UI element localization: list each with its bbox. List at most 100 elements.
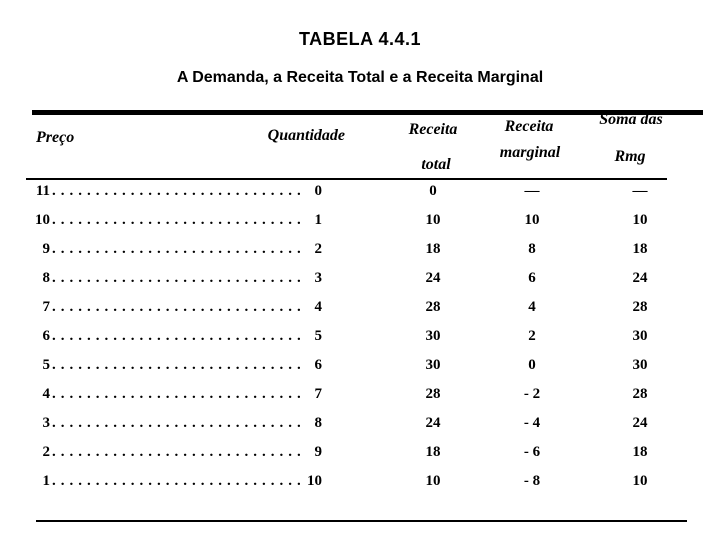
column-header-soma-das-line2: Rmg — [614, 148, 646, 165]
column-header-receita-marginal-line2: marginal — [499, 144, 561, 161]
column-header-receita-total-line2: total — [421, 156, 451, 173]
dot-leader: ........................................… — [52, 241, 300, 257]
dot-leader: ........................................… — [52, 444, 300, 460]
receita-total-value: 24 — [425, 270, 441, 286]
receita-marginal-value: 10 — [524, 212, 540, 228]
price-value: 5 — [42, 357, 51, 373]
column-header-soma-das-line1: Soma das — [599, 111, 663, 128]
dot-leader: ........................................… — [52, 415, 300, 431]
receita-total-value: 30 — [425, 328, 441, 344]
soma-rmg-value: 28 — [632, 386, 648, 402]
price-value: 11 — [35, 183, 50, 199]
price-value: 2 — [42, 444, 51, 460]
price-value: 4 — [42, 386, 51, 402]
receita-marginal-value: — — [524, 183, 540, 199]
receita-marginal-value: 0 — [528, 357, 536, 373]
quantity-value: 3 — [314, 270, 323, 286]
dot-leader: ........................................… — [52, 299, 300, 315]
table-row: 8 ......................................… — [0, 264, 720, 293]
table-row: 1 ......................................… — [0, 467, 720, 496]
receita-marginal-value: - 8 — [523, 473, 541, 489]
receita-total-value: 28 — [425, 299, 441, 315]
receita-total-value: 10 — [425, 473, 441, 489]
header-top-rule — [32, 110, 703, 115]
quantity-value: 4 — [314, 299, 323, 315]
receita-total-value: 18 — [425, 241, 441, 257]
column-header-quantidade: Quantidade — [267, 127, 345, 144]
price-value: 6 — [42, 328, 51, 344]
bottom-rule — [36, 520, 687, 522]
table-row: 5 ......................................… — [0, 351, 720, 380]
receita-marginal-value: 2 — [528, 328, 536, 344]
price-quantity-cell: 8 ......................................… — [33, 264, 323, 293]
quantity-value: 5 — [314, 328, 323, 344]
price-quantity-cell: 9 ......................................… — [33, 235, 323, 264]
receita-total-value: 30 — [425, 357, 441, 373]
dot-leader: ........................................… — [52, 212, 300, 228]
soma-rmg-value: 28 — [632, 299, 648, 315]
dot-leader: ........................................… — [52, 270, 300, 286]
soma-rmg-value: 24 — [632, 270, 648, 286]
quantity-value: 9 — [314, 444, 323, 460]
soma-rmg-value: — — [632, 183, 648, 199]
dot-leader: ........................................… — [52, 386, 300, 402]
quantity-value: 6 — [314, 357, 323, 373]
header-underline — [26, 178, 667, 180]
price-value: 9 — [42, 241, 51, 257]
soma-rmg-value: 30 — [632, 357, 648, 373]
price-quantity-cell: 3 ......................................… — [33, 409, 323, 438]
table-body: 11 .....................................… — [0, 177, 720, 496]
price-value: 8 — [42, 270, 51, 286]
table-row: 3 ......................................… — [0, 409, 720, 438]
dot-leader: ........................................… — [52, 183, 300, 199]
receita-marginal-value: 4 — [528, 299, 536, 315]
quantity-value: 2 — [314, 241, 323, 257]
receita-total-value: 0 — [429, 183, 437, 199]
quantity-value: 0 — [314, 183, 323, 199]
receita-marginal-value: - 2 — [523, 386, 541, 402]
table-row: 6 ......................................… — [0, 322, 720, 351]
price-quantity-cell: 1 ......................................… — [33, 467, 323, 496]
table-row: 2 ......................................… — [0, 438, 720, 467]
price-quantity-cell: 2 ......................................… — [33, 438, 323, 467]
receita-total-value: 28 — [425, 386, 441, 402]
dot-leader: ........................................… — [52, 328, 300, 344]
table-row: 9 ......................................… — [0, 235, 720, 264]
table-subtitle: A Demanda, a Receita Total e a Receita M… — [176, 69, 544, 86]
column-header-receita-total-line1: Receita — [408, 121, 458, 138]
price-quantity-cell: 11 .....................................… — [33, 177, 322, 206]
soma-rmg-value: 10 — [632, 212, 648, 228]
price-value: 7 — [42, 299, 51, 315]
price-quantity-cell: 5 ......................................… — [33, 351, 323, 380]
soma-rmg-value: 30 — [632, 328, 648, 344]
soma-rmg-value: 18 — [632, 241, 648, 257]
price-value: 3 — [42, 415, 51, 431]
receita-total-value: 10 — [425, 212, 441, 228]
dot-leader: ........................................… — [52, 357, 300, 373]
soma-rmg-value: 10 — [632, 473, 648, 489]
receita-marginal-value: - 4 — [523, 415, 541, 431]
price-quantity-cell: 4 ......................................… — [33, 380, 323, 409]
receita-marginal-value: 6 — [528, 270, 536, 286]
column-header-receita-marginal-line1: Receita — [504, 118, 554, 135]
table-row: 11 .....................................… — [0, 177, 720, 206]
quantity-value: 8 — [314, 415, 323, 431]
table-row: 7 ......................................… — [0, 293, 720, 322]
receita-marginal-value: - 6 — [523, 444, 541, 460]
column-header-preco: Preço — [36, 129, 75, 146]
price-value: 10 — [35, 212, 50, 228]
price-quantity-cell: 7 ......................................… — [33, 293, 323, 322]
price-value: 1 — [42, 473, 51, 489]
quantity-value: 7 — [314, 386, 323, 402]
quantity-value: 10 — [307, 473, 322, 489]
dot-leader: ........................................… — [52, 473, 300, 489]
quantity-value: 1 — [314, 212, 323, 228]
soma-rmg-value: 18 — [632, 444, 648, 460]
price-quantity-cell: 10 .....................................… — [33, 206, 322, 235]
receita-marginal-value: 8 — [528, 241, 536, 257]
table-number-title: TABELA 4.4.1 — [298, 29, 422, 49]
soma-rmg-value: 24 — [632, 415, 648, 431]
receita-total-value: 18 — [425, 444, 441, 460]
table-row: 4 ......................................… — [0, 380, 720, 409]
